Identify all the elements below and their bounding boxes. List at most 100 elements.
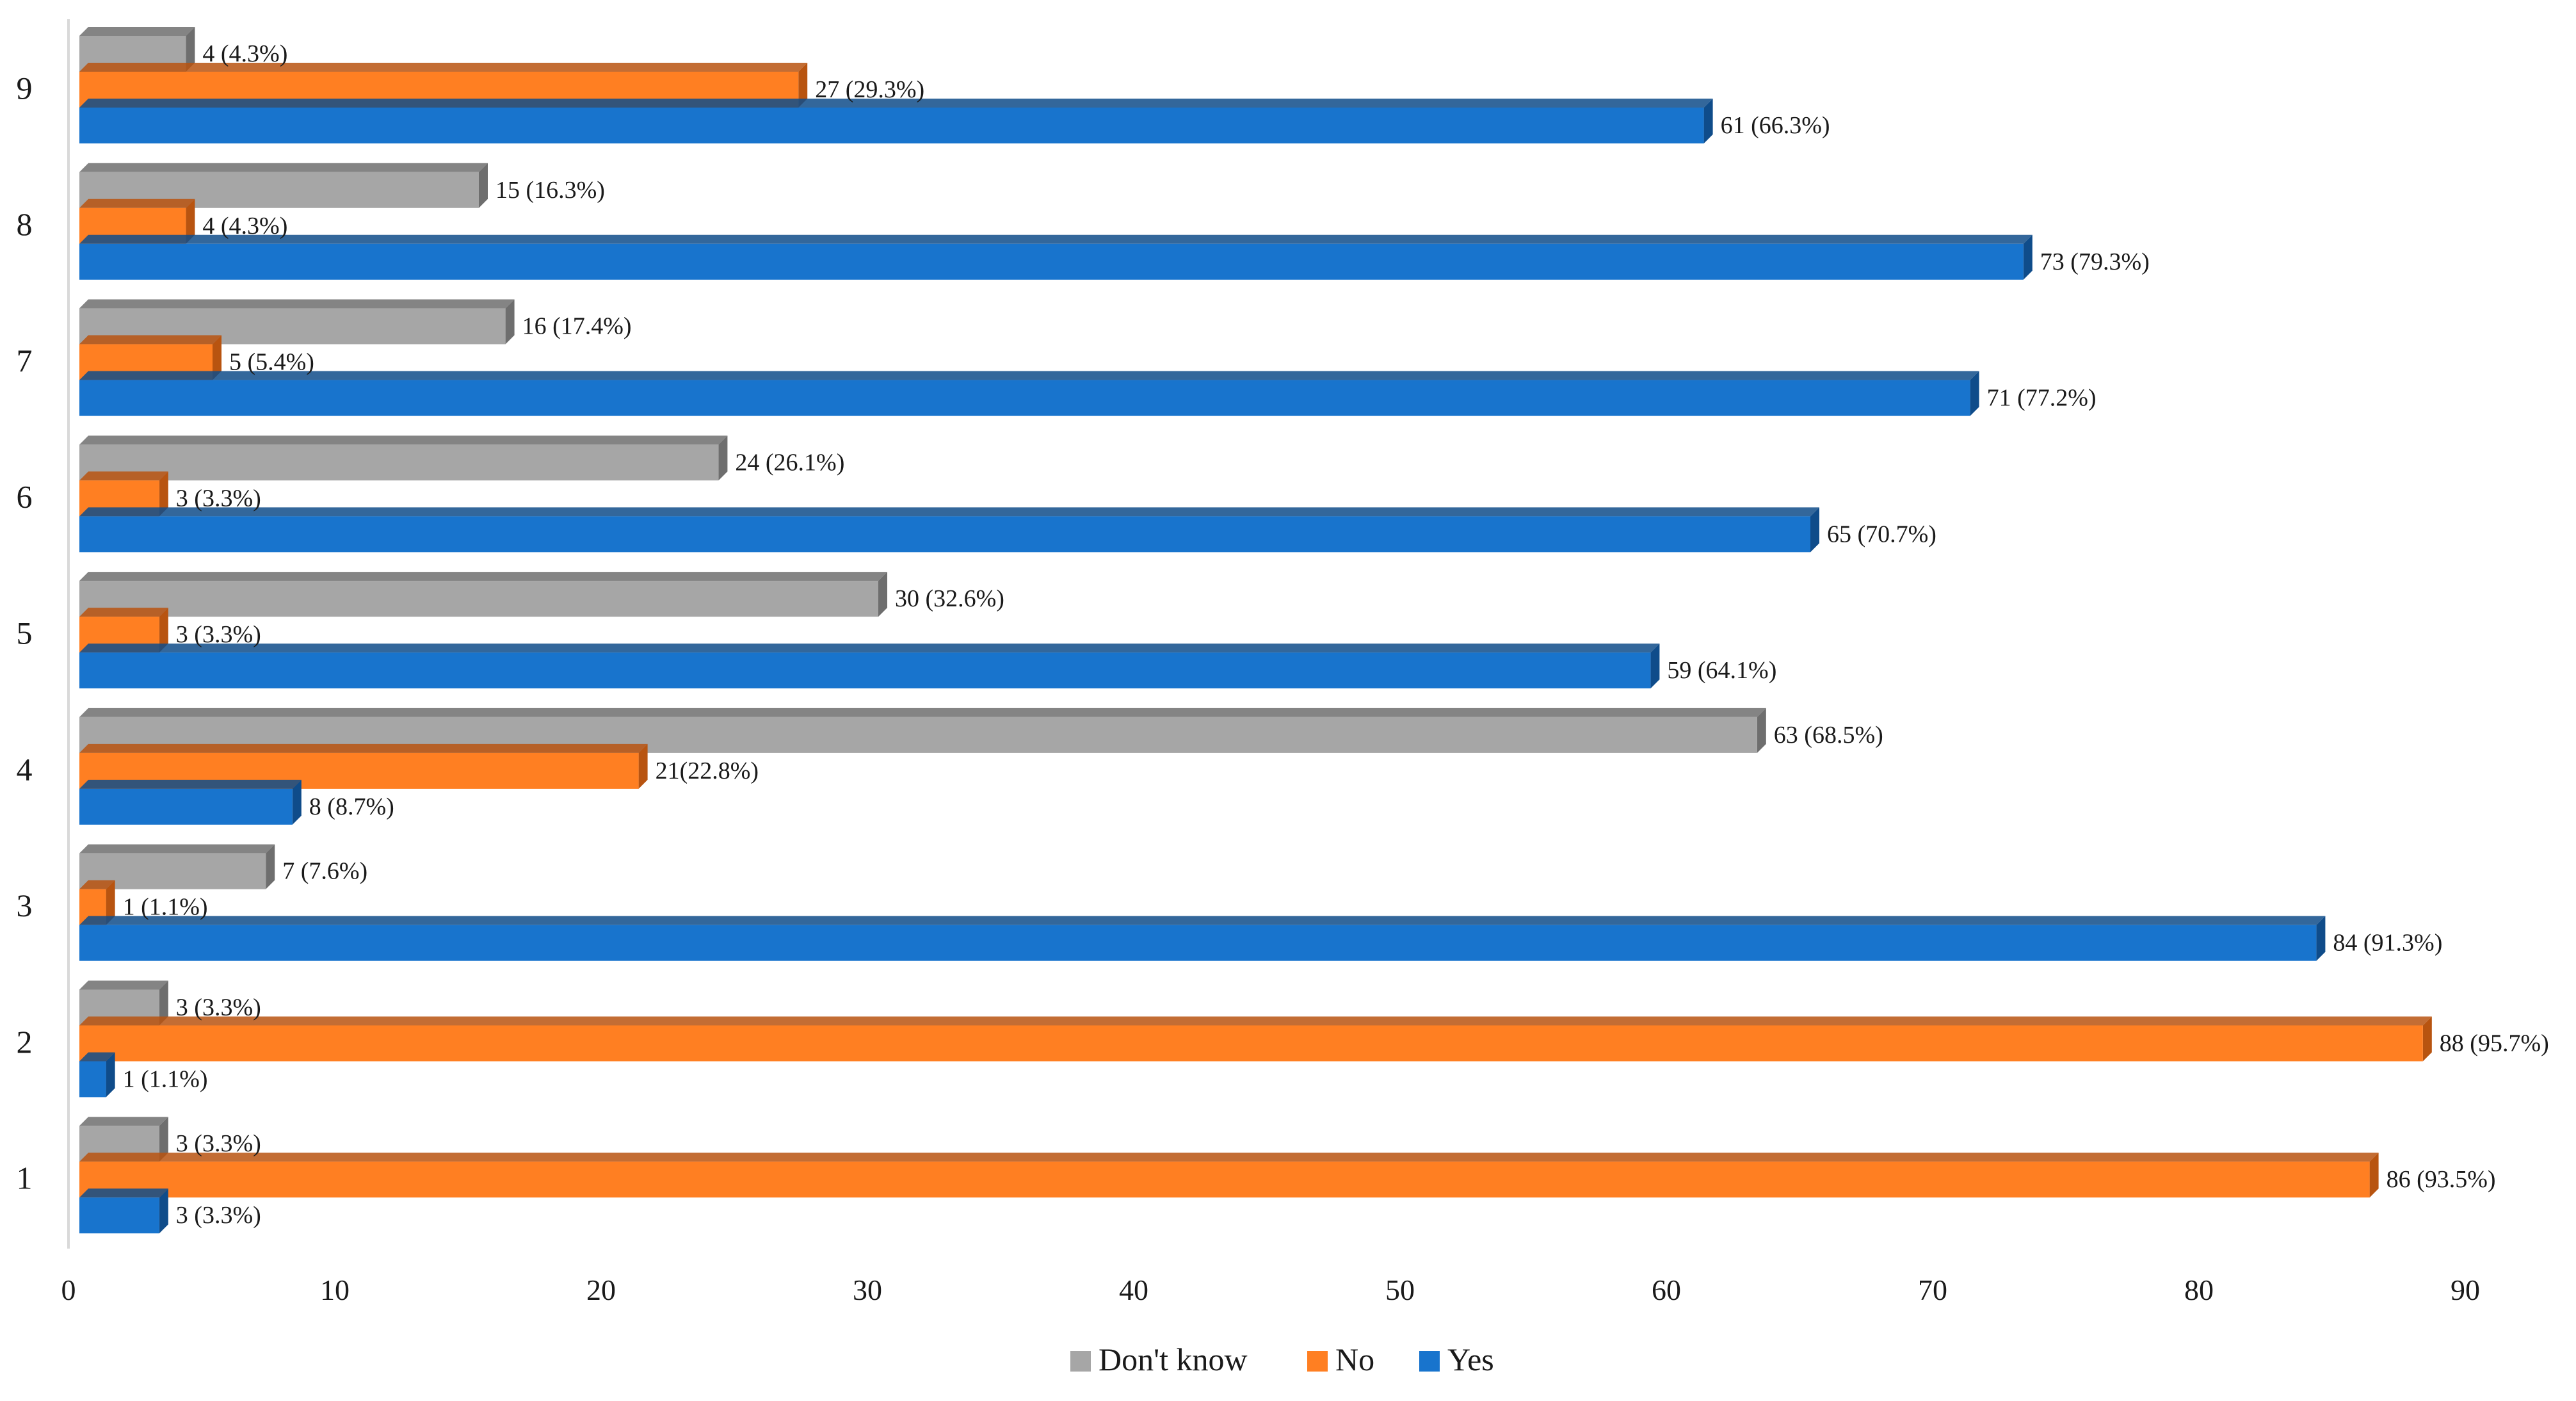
data-label: 65 (70.7%) [1827,521,1936,547]
bar-top-face [79,371,1979,380]
legend-label: Yes [1447,1341,1494,1377]
bar-side-face [159,980,168,1026]
bar-side-face [2316,916,2326,961]
x-tick-label: 80 [2184,1274,2214,1306]
data-label: 4 (4.3%) [202,40,287,67]
bar-side-face [2023,234,2033,280]
bar-side-face [479,163,488,208]
data-label: 3 (3.3%) [176,485,261,512]
bar-top-face [79,299,515,309]
bar-top-face [79,1153,2379,1162]
bar-top-face [79,163,488,172]
bar-top-face [79,198,195,208]
data-label: 1 (1.1%) [123,1065,208,1092]
x-tick-label: 70 [1918,1274,1947,1306]
x-tick-label: 0 [61,1274,76,1306]
bar-top-face [79,99,1713,108]
bar-side-face [798,63,808,108]
data-label: 27 (29.3%) [815,76,924,103]
bar-don-t-know-cat-5 [79,581,878,617]
data-label: 63 (68.5%) [1774,722,1883,749]
bar-top-face [79,63,808,72]
bar-top-face [79,743,648,753]
bar-yes-cat-8 [79,243,2024,280]
bar-side-face [213,335,221,380]
data-label: 61 (66.3%) [1721,112,1830,139]
bar-top-face [79,234,2033,244]
data-label: 3 (3.3%) [176,621,261,648]
bar-top-face [79,335,221,344]
bar-top-face [79,435,728,445]
bar-side-face [1703,99,1713,143]
bar-top-face [79,1117,168,1126]
bar-no-cat-2 [79,1025,2423,1062]
bar-top-face [79,844,275,854]
y-category-label: 9 [17,70,33,106]
y-category-label: 4 [17,751,33,787]
bar-top-face [79,779,302,789]
data-label: 21(22.8%) [656,757,759,784]
legend-label: Don't know [1099,1341,1248,1377]
bar-side-face [266,844,275,889]
bar-side-face [638,743,648,789]
data-label: 3 (3.3%) [176,1202,261,1229]
data-label: 88 (95.7%) [2440,1030,2549,1057]
x-tick-label: 40 [1119,1274,1148,1306]
x-tick-label: 50 [1385,1274,1415,1306]
data-label: 59 (64.1%) [1667,657,1776,684]
y-category-label: 1 [17,1160,33,1196]
bar-yes-cat-5 [79,652,1651,689]
bar-side-face [1970,371,1979,416]
bar-yes-cat-3 [79,925,2317,961]
bar-yes-cat-4 [79,788,293,825]
x-tick-label: 20 [586,1274,616,1306]
x-tick-label: 10 [320,1274,350,1306]
bar-don-t-know-cat-6 [79,444,719,481]
data-label: 3 (3.3%) [176,994,261,1021]
bar-top-face [79,1052,115,1062]
bar-side-face [2369,1153,2379,1198]
data-label: 3 (3.3%) [176,1130,261,1157]
bar-yes-cat-9 [79,108,1704,143]
legend-swatch [1307,1351,1328,1372]
data-label: 71 (77.2%) [1987,385,2097,412]
bar-side-face [159,1117,168,1162]
chart-legend: Don't know No Yes [1070,1341,1494,1377]
bar-top-face [79,572,887,581]
bar-top-face [79,27,195,36]
y-category-label: 6 [17,479,33,515]
y-category-label: 5 [17,615,33,651]
data-label: 4 (4.3%) [202,213,287,239]
data-label: 8 (8.7%) [309,793,394,820]
bar-top-face [79,708,1766,717]
bar-top-face [79,1188,168,1198]
data-label: 16 (17.4%) [522,313,632,340]
x-tick-label: 30 [853,1274,882,1306]
bar-side-face [1650,644,1660,689]
chart-data-labels: 3 (3.3%) 86 (93.5%) 3 (3.3%) 3 (3.3%) 88 (95… [123,40,2549,1229]
bar-yes-cat-6 [79,516,1810,553]
bar-top-face [79,880,115,889]
legend-swatch [1419,1351,1440,1372]
bar-side-face [106,1052,115,1097]
data-label: 15 (16.3%) [495,177,605,204]
chart-bars [79,27,2432,1234]
bar-yes-cat-7 [79,380,1970,416]
bar-yes-cat-2 [79,1061,106,1097]
y-category-label: 3 [17,887,33,923]
bar-side-face [718,435,728,481]
bar-side-face [1810,507,1819,553]
data-label: 30 (32.6%) [895,585,1004,612]
bar-side-face [186,198,195,244]
bar-top-face [79,471,168,481]
bar-top-face [79,1016,2432,1026]
bar-side-face [292,779,302,825]
bar-side-face [106,880,115,925]
legend-label: No [1335,1341,1374,1377]
data-label: 24 (26.1%) [735,449,844,476]
data-label: 84 (91.3%) [2333,930,2442,957]
bar-top-face [79,608,168,617]
y-category-label: 8 [17,206,33,242]
bar-top-face [79,980,168,990]
